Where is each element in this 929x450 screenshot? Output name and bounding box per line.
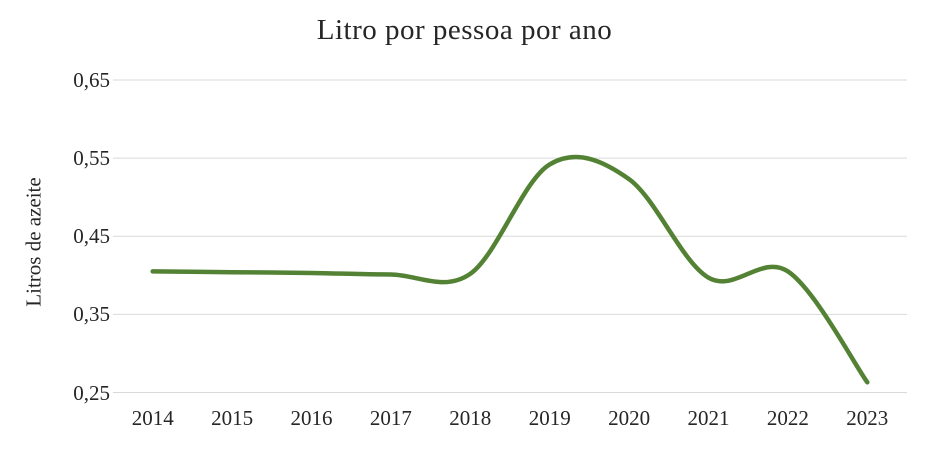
y-axis-tick-label: 0,35 <box>73 302 110 327</box>
x-axis-tick-label: 2022 <box>766 406 809 430</box>
x-axis-tick-label: 2015 <box>211 406 254 430</box>
y-axis-tick-label: 0,45 <box>73 224 110 249</box>
x-axis-tick-label: 2018 <box>449 406 492 430</box>
y-axis-tick-label: 0,25 <box>73 380 110 405</box>
x-axis-tick-label: 2017 <box>369 406 412 430</box>
x-axis-tick-label: 2016 <box>290 406 333 430</box>
series-line <box>150 154 870 385</box>
x-axis-tick-label: 2020 <box>608 406 651 430</box>
x-axis-tick-label: 2021 <box>687 406 730 430</box>
x-axis-tick-label: 2014 <box>131 406 174 430</box>
x-axis-tick-label: 2019 <box>528 406 571 430</box>
chart-title: Litro por pessoa por ano <box>316 14 613 46</box>
y-axis-tick-label: 0,55 <box>73 146 110 171</box>
x-axis-tick-label: 2023 <box>846 406 889 430</box>
y-axis-tick-label: 0,65 <box>73 68 110 92</box>
